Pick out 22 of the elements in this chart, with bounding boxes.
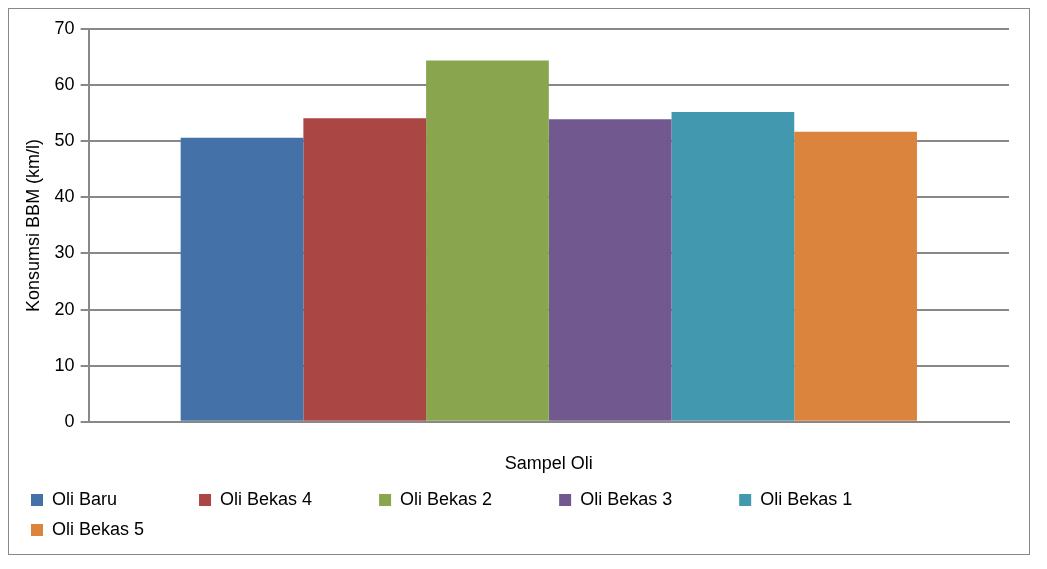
y-tick-label: 20 <box>54 298 75 319</box>
bar <box>426 60 549 421</box>
legend-label: Oli Baru <box>52 488 188 509</box>
x-axis-title: Sampel Oli <box>504 453 593 474</box>
legend-label: Oli Bekas 4 <box>220 488 368 509</box>
y-axis-title: Konsumsi BBM (km/l) <box>22 138 43 312</box>
y-tick-label: 0 <box>64 410 75 431</box>
y-tick-label: 60 <box>54 74 75 95</box>
bar <box>794 131 917 421</box>
y-tick-label: 50 <box>54 130 75 151</box>
legend-label: Oli Bekas 2 <box>400 488 548 509</box>
legend-label: Oli Bekas 3 <box>580 488 728 509</box>
y-tick-label: 70 <box>54 17 75 38</box>
bar <box>548 119 672 421</box>
bar <box>671 112 795 421</box>
legend-label: Oli Bekas 5 <box>52 518 200 539</box>
y-tick-label: 10 <box>54 354 75 375</box>
bar <box>303 118 427 421</box>
y-tick-label: 40 <box>54 186 75 207</box>
legend-label: Oli Bekas 1 <box>760 488 908 509</box>
y-tick-label: 30 <box>54 242 75 263</box>
bar <box>180 137 304 421</box>
